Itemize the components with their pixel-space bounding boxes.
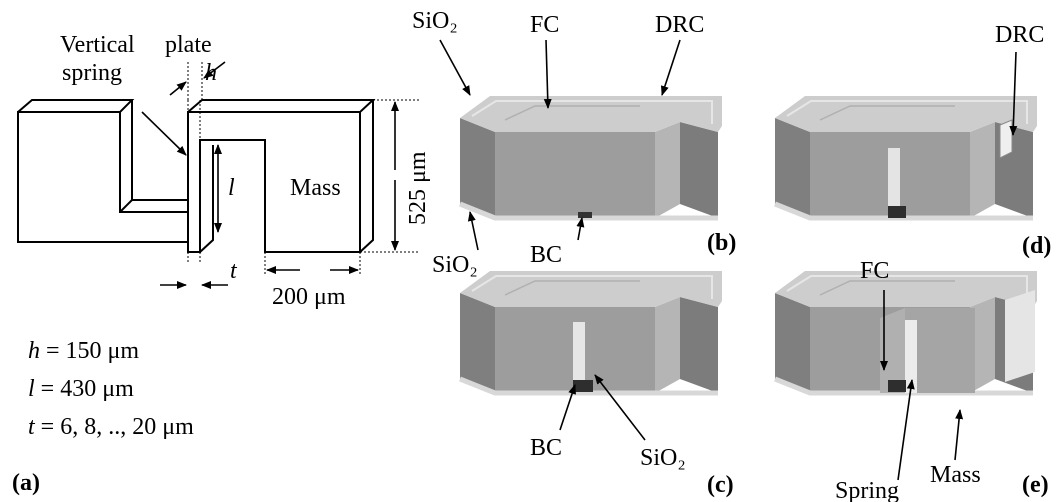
mass-label: Mass <box>290 175 341 201</box>
label: FC <box>860 258 889 284</box>
panel-b: SiO₂ FC DRC SiO₂ BC (b) <box>412 8 736 278</box>
parameter-symbol: l <box>28 376 35 402</box>
parameter: t = 6, 8, .., 20 μm <box>28 414 194 440</box>
label: SiO₂ <box>412 8 458 34</box>
spring-label: spring <box>62 60 122 86</box>
panel-tag: (b) <box>707 230 736 256</box>
parameter: l = 430 μm <box>28 376 134 402</box>
l-label: l <box>228 175 235 201</box>
spring-label: Vertical <box>60 32 135 58</box>
panel-e: FC Spring Mass (e) <box>775 258 1049 502</box>
t-label: t <box>230 258 238 284</box>
label: DRC <box>995 22 1044 48</box>
panel-c: BC SiO₂ (c) <box>460 271 734 498</box>
label: BC <box>530 242 562 268</box>
panel-tag: (d) <box>1022 233 1051 259</box>
label: DRC <box>655 12 704 38</box>
label: SiO₂ <box>432 252 478 278</box>
panel-tag: (e) <box>1022 472 1049 498</box>
parameters: h = 150 μml = 430 μmt = 6, 8, .., 20 μm <box>28 338 194 440</box>
label: FC <box>530 12 559 38</box>
parameter-symbol: t <box>28 414 36 440</box>
label: Mass <box>930 462 981 488</box>
parameter-value: = 6, 8, .., 20 μm <box>41 414 194 440</box>
schematic: Vertical spring plate h l Mass 525 μm t … <box>12 32 431 496</box>
panel-d: DRC (d) <box>775 22 1051 259</box>
height-label: 525 μm <box>405 151 431 225</box>
h-label: h <box>205 60 217 86</box>
panel-tag: (c) <box>707 472 734 498</box>
plate-label: plate <box>165 32 212 58</box>
parameter: h = 150 μm <box>28 338 139 364</box>
parameter-value: = 430 μm <box>41 376 134 402</box>
width-label: 200 μm <box>272 284 346 310</box>
figure: Vertical spring plate h l Mass 525 μm t … <box>0 0 1063 502</box>
parameter-symbol: h <box>28 338 40 364</box>
panel-tag: (a) <box>12 470 40 496</box>
parameter-value: = 150 μm <box>46 338 139 364</box>
label: BC <box>530 435 562 461</box>
label: SiO₂ <box>640 445 686 471</box>
label: Spring <box>835 478 899 502</box>
